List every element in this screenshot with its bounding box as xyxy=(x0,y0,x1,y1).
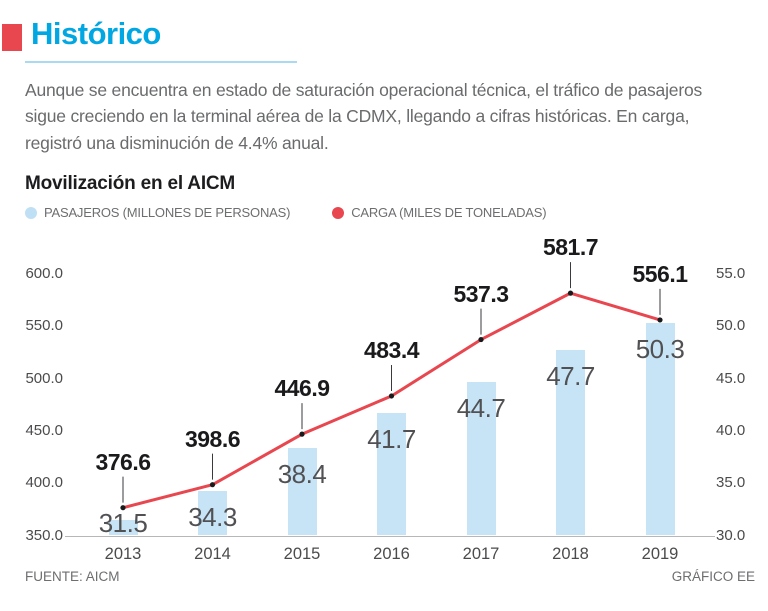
left-axis-tick-label: 400.0 xyxy=(25,474,63,492)
bar-value-label: 38.4 xyxy=(277,458,327,489)
x-axis-category-label: 2018 xyxy=(552,545,589,563)
bar-value-label: 50.3 xyxy=(635,334,685,365)
carga-value-label: 376.6 xyxy=(95,448,151,475)
carga-value-label: 446.9 xyxy=(274,375,330,402)
left-axis-tick-label: 550.0 xyxy=(25,317,63,335)
x-axis-category-label: 2016 xyxy=(373,545,410,563)
bar-value-label: 41.7 xyxy=(367,424,416,455)
legend-label-pasajeros: PASAJEROS (MILLONES DE PERSONAS) xyxy=(44,205,291,220)
left-axis-tick-label: 450.0 xyxy=(25,421,63,439)
x-axis-category-label: 2014 xyxy=(194,545,231,563)
line-point-dot xyxy=(478,336,484,343)
left-axis-tick-label: 350.0 xyxy=(25,526,63,544)
line-point-dot xyxy=(567,290,574,296)
carga-value-label: 556.1 xyxy=(632,260,688,287)
right-axis-tick-label: 45.0 xyxy=(716,369,746,387)
x-axis-category-label: 2015 xyxy=(283,545,321,563)
right-axis-tick-label: 40.0 xyxy=(716,421,746,439)
right-axis-tick-label: 30.0 xyxy=(716,526,746,544)
right-axis-tick-label: 50.0 xyxy=(716,317,746,335)
title-bullet-icon xyxy=(2,24,22,51)
bar-value-label: 47.7 xyxy=(546,361,595,392)
left-axis-tick-label: 600.0 xyxy=(25,265,63,282)
title-underline xyxy=(25,61,297,63)
bar-value-label: 44.7 xyxy=(456,392,506,423)
right-axis-tick-label: 35.0 xyxy=(716,474,746,492)
footer-source: FUENTE: AICM xyxy=(25,569,120,584)
x-axis-category-label: 2013 xyxy=(104,545,142,563)
x-axis-category-label: 2017 xyxy=(462,545,500,563)
footer-credit: GRÁFICO EE xyxy=(671,569,755,584)
chart-legend: PASAJEROS (MILLONES DE PERSONAS) CARGA (… xyxy=(25,205,547,220)
carga-value-label: 581.7 xyxy=(542,234,599,261)
chart-title: Movilización en el AICM xyxy=(25,173,236,194)
legend-swatch-pasajeros-icon xyxy=(25,206,37,219)
legend-item-carga: CARGA (MILES DE TONELADAS) xyxy=(332,205,547,220)
carga-value-label: 483.4 xyxy=(363,336,420,363)
legend-swatch-carga-icon xyxy=(332,206,345,219)
carga-value-label: 537.3 xyxy=(453,280,509,307)
legend-item-pasajeros: PASAJEROS (MILLONES DE PERSONAS) xyxy=(25,205,290,220)
chart-bar xyxy=(108,519,138,536)
x-axis-line xyxy=(65,535,715,537)
page-title: Histórico xyxy=(31,16,161,51)
left-axis-tick-label: 500.0 xyxy=(25,369,63,387)
bar-value-label: 34.3 xyxy=(188,501,237,532)
right-axis-tick-label: 55.0 xyxy=(716,265,746,282)
line-point-dot xyxy=(209,482,216,488)
x-axis-category-label: 2019 xyxy=(641,545,679,563)
legend-label-carga: CARGA (MILES DE TONELADAS) xyxy=(351,205,547,220)
bar-value-label: 31.5 xyxy=(98,507,148,538)
line-point-dot xyxy=(299,431,305,437)
intro-paragraph: Aunque se encuentra en estado de saturac… xyxy=(25,80,703,153)
carga-value-label: 398.6 xyxy=(184,425,241,452)
line-point-dot xyxy=(657,317,663,323)
line-point-dot xyxy=(388,393,395,399)
